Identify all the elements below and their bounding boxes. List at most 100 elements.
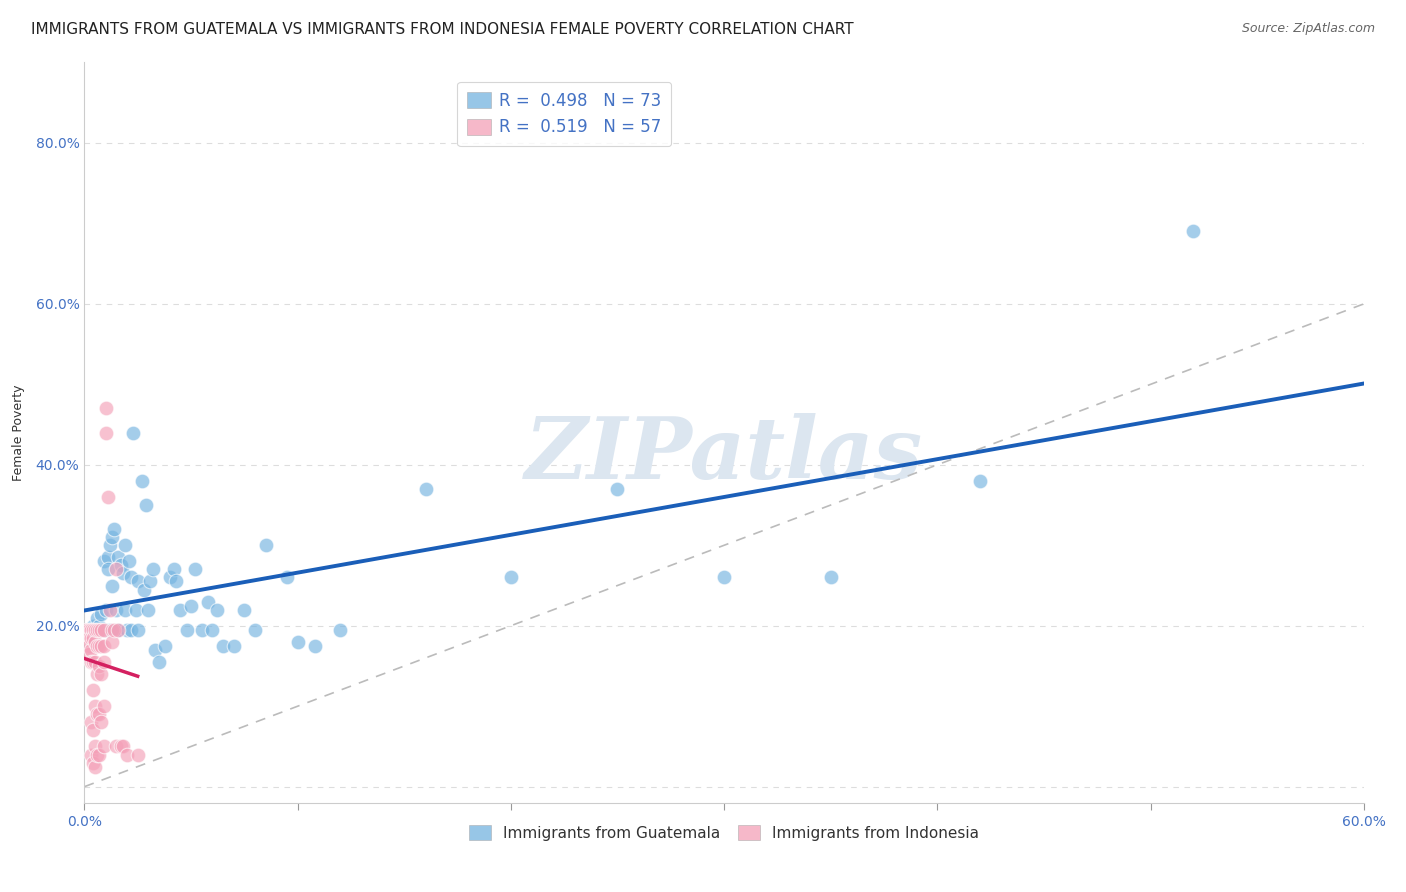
Point bbox=[93, 699, 115, 714]
Point bbox=[499, 570, 522, 584]
Point bbox=[84, 635, 107, 649]
Point bbox=[101, 530, 124, 544]
Point bbox=[98, 623, 121, 637]
Point bbox=[94, 401, 117, 416]
Point bbox=[135, 498, 157, 512]
Point bbox=[197, 594, 219, 608]
Point bbox=[201, 623, 224, 637]
Point bbox=[86, 747, 108, 762]
Point bbox=[148, 655, 170, 669]
Point bbox=[98, 602, 121, 616]
Point bbox=[120, 570, 142, 584]
Point bbox=[606, 482, 628, 496]
Point bbox=[82, 723, 104, 738]
Point bbox=[76, 623, 98, 637]
Point bbox=[86, 667, 108, 681]
Point bbox=[114, 538, 136, 552]
Point bbox=[98, 538, 121, 552]
Point bbox=[94, 425, 117, 440]
Point bbox=[89, 659, 111, 673]
Point bbox=[82, 623, 104, 637]
Text: IMMIGRANTS FROM GUATEMALA VS IMMIGRANTS FROM INDONESIA FEMALE POVERTY CORRELATIO: IMMIGRANTS FROM GUATEMALA VS IMMIGRANTS … bbox=[31, 22, 853, 37]
Point bbox=[127, 623, 149, 637]
Point bbox=[84, 623, 107, 637]
Point bbox=[80, 643, 103, 657]
Point bbox=[110, 739, 132, 754]
Point bbox=[93, 623, 115, 637]
Point bbox=[80, 747, 103, 762]
Point bbox=[205, 602, 228, 616]
Point bbox=[969, 474, 991, 488]
Point bbox=[233, 602, 256, 616]
Point bbox=[101, 635, 124, 649]
Point bbox=[1182, 224, 1205, 238]
Point bbox=[105, 739, 128, 754]
Point bbox=[143, 643, 166, 657]
Point bbox=[114, 602, 136, 616]
Point bbox=[84, 627, 107, 641]
Point bbox=[93, 739, 115, 754]
Point bbox=[77, 639, 100, 653]
Point bbox=[142, 562, 165, 576]
Point bbox=[82, 683, 104, 698]
Point bbox=[89, 747, 111, 762]
Point bbox=[329, 623, 352, 637]
Point bbox=[111, 739, 134, 754]
Point bbox=[84, 655, 107, 669]
Point bbox=[190, 623, 212, 637]
Point bbox=[159, 570, 181, 584]
Point bbox=[107, 623, 129, 637]
Point bbox=[94, 623, 117, 637]
Point bbox=[86, 639, 108, 653]
Point bbox=[169, 602, 191, 616]
Point bbox=[84, 623, 107, 637]
Point bbox=[176, 623, 198, 637]
Point bbox=[89, 619, 111, 633]
Point bbox=[287, 635, 309, 649]
Point bbox=[276, 570, 298, 584]
Point bbox=[105, 562, 128, 576]
Point bbox=[89, 707, 111, 722]
Point bbox=[105, 602, 128, 616]
Point bbox=[243, 623, 266, 637]
Point bbox=[107, 623, 129, 637]
Point bbox=[713, 570, 735, 584]
Point bbox=[127, 747, 149, 762]
Point bbox=[155, 639, 177, 653]
Point bbox=[212, 639, 235, 653]
Point bbox=[103, 623, 125, 637]
Point bbox=[77, 631, 100, 645]
Point bbox=[93, 655, 115, 669]
Point bbox=[222, 639, 245, 653]
Point bbox=[115, 747, 138, 762]
Point bbox=[118, 554, 141, 568]
Point bbox=[77, 623, 100, 637]
Point bbox=[80, 715, 103, 730]
Point bbox=[120, 623, 142, 637]
Point bbox=[304, 639, 326, 653]
Point bbox=[77, 647, 100, 661]
Point bbox=[86, 623, 108, 637]
Point bbox=[84, 759, 107, 773]
Point bbox=[90, 639, 112, 653]
Point bbox=[84, 699, 107, 714]
Point bbox=[124, 602, 146, 616]
Point bbox=[86, 623, 108, 637]
Point bbox=[82, 655, 104, 669]
Text: Source: ZipAtlas.com: Source: ZipAtlas.com bbox=[1241, 22, 1375, 36]
Point bbox=[86, 707, 108, 722]
Point bbox=[103, 522, 125, 536]
Point bbox=[90, 667, 112, 681]
Legend: Immigrants from Guatemala, Immigrants from Indonesia: Immigrants from Guatemala, Immigrants fr… bbox=[463, 819, 986, 847]
Point bbox=[80, 623, 103, 637]
Point bbox=[127, 574, 149, 589]
Point bbox=[131, 474, 153, 488]
Point bbox=[93, 639, 115, 653]
Point bbox=[163, 562, 186, 576]
Point bbox=[80, 623, 103, 637]
Point bbox=[97, 490, 120, 504]
Point bbox=[101, 578, 124, 592]
Point bbox=[86, 610, 108, 624]
Point bbox=[107, 550, 129, 565]
Point bbox=[139, 574, 162, 589]
